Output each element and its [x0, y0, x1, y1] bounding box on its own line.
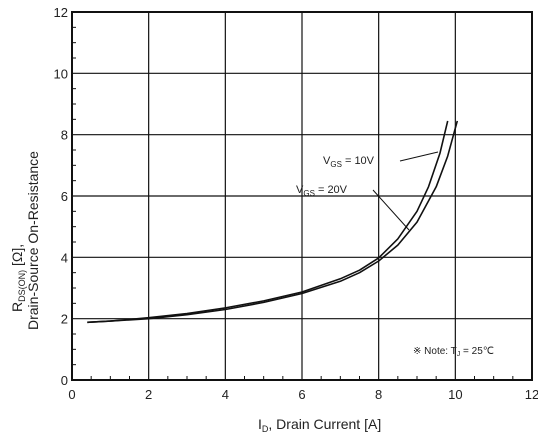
y-axis-label-rest: [Ω],	[9, 244, 25, 270]
x-tick-label: 2	[145, 387, 152, 402]
series-label-vgs20: VGS = 20V	[296, 184, 348, 198]
grid-lines	[72, 12, 532, 380]
y-tick-label: 2	[61, 312, 68, 327]
svg-text:RDS(ON) [Ω],: RDS(ON) [Ω],	[9, 244, 27, 312]
x-tick-label: 12	[525, 387, 538, 402]
x-tick-label: 8	[375, 387, 382, 402]
plot-frame	[71, 11, 533, 381]
series-leader-vgs10	[399, 151, 439, 162]
data-series	[87, 120, 459, 324]
series-label-vgs10: VGS = 10V	[323, 155, 375, 169]
series-label-vgs20-sub: GS	[303, 189, 315, 198]
svg-text:VGS = 10V: VGS = 10V	[323, 155, 375, 169]
note-rest: = 25℃	[460, 346, 494, 357]
note-main: ※ Note: T	[413, 346, 457, 357]
x-axis-label-sub: D	[262, 424, 269, 434]
y-axis-label-line2: Drain-Source On-Resistance	[25, 151, 41, 330]
series-leader-vgs20	[372, 189, 410, 231]
x-axis-label: ID, Drain Current [A]	[258, 416, 381, 434]
tick-labels: 0 2 4 6 8 10 12 0 2 4 6 8 10 12	[54, 5, 538, 402]
x-tick-label: 10	[448, 387, 462, 402]
series-label-vgs20-rest: = 20V	[315, 184, 348, 196]
y-axis-label-main: R	[9, 302, 25, 312]
note-sub: J	[457, 351, 461, 358]
x-axis-label-main: I	[258, 416, 262, 432]
series-line-vgs20	[87, 120, 459, 324]
x-tick-label: 4	[222, 387, 229, 402]
y-tick-label: 4	[61, 250, 68, 265]
series-line-vgs10	[87, 120, 449, 324]
note-text: ※ Note: TJ = 25℃	[413, 346, 494, 358]
x-tick-label: 0	[68, 387, 75, 402]
y-tick-label: 0	[61, 373, 68, 388]
x-axis-label-rest: , Drain Current [A]	[268, 416, 381, 432]
y-tick-label: 10	[54, 66, 68, 81]
svg-text:VGS = 20V: VGS = 20V	[296, 184, 348, 198]
x-tick-label: 6	[298, 387, 305, 402]
y-tick-label: 8	[61, 128, 68, 143]
series-label-vgs10-sub: GS	[330, 160, 342, 169]
series-label-vgs10-main: V	[323, 155, 331, 167]
series-label-vgs20-main: V	[296, 184, 304, 196]
series-label-vgs10-rest: = 10V	[342, 155, 375, 167]
y-axis-label-sub: DS(ON)	[17, 270, 27, 302]
y-axis-label: RDS(ON) [Ω], Drain-Source On-Resistance	[9, 151, 41, 330]
y-tick-label: 6	[61, 189, 68, 204]
y-tick-label: 12	[54, 5, 68, 20]
